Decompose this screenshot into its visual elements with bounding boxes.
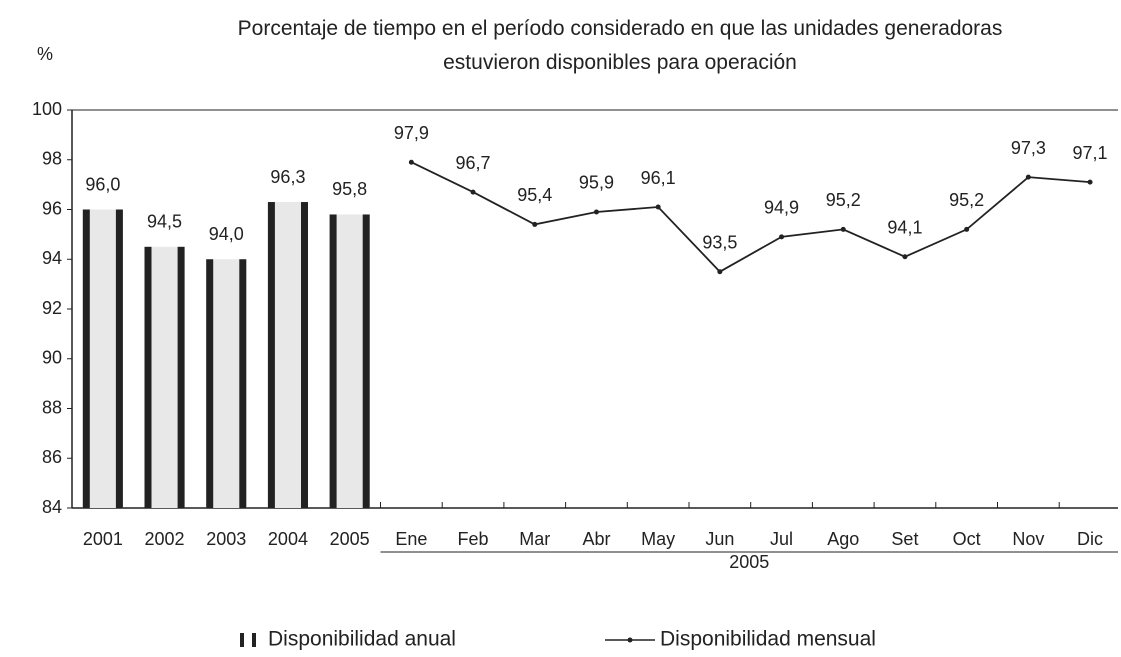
y-tick-label: 100 xyxy=(32,99,62,119)
point xyxy=(964,226,970,232)
x-tick-label: Nov xyxy=(1012,529,1044,549)
bar-edge xyxy=(144,246,152,508)
point xyxy=(1087,179,1093,185)
x-tick-label: Mar xyxy=(519,529,550,549)
value-label: 94,1 xyxy=(887,218,922,238)
x-tick-label: Feb xyxy=(458,529,489,549)
bar-edge xyxy=(82,209,90,508)
point xyxy=(840,226,846,232)
x-axis-label: 2005 xyxy=(729,552,769,572)
bar-edge xyxy=(362,214,370,508)
value-label: 95,2 xyxy=(949,190,984,210)
point xyxy=(532,221,538,227)
value-label: 96,1 xyxy=(641,168,676,188)
point xyxy=(655,204,661,210)
point xyxy=(717,269,723,275)
point xyxy=(593,209,599,215)
bar-edge xyxy=(239,259,247,508)
value-label: 95,4 xyxy=(517,185,552,205)
bar-edge xyxy=(115,209,123,508)
line xyxy=(410,161,1091,273)
legend-label: Disponibilidad anual xyxy=(268,628,456,651)
y-tick-label: 86 xyxy=(42,447,62,467)
chart-title: Porcentaje de tiempo en el período consi… xyxy=(237,17,1003,74)
value-label: 97,3 xyxy=(1011,138,1046,158)
x-tick-label: Jun xyxy=(705,529,734,549)
x-tick-label: 2005 xyxy=(330,529,370,549)
value-label: 97,1 xyxy=(1073,143,1108,163)
value-label: 95,9 xyxy=(579,173,614,193)
point xyxy=(779,234,785,240)
value-label: 93,5 xyxy=(702,232,737,252)
x-tick-label: Jul xyxy=(770,529,793,549)
value-label: 97,9 xyxy=(394,123,429,143)
value-label: 96,7 xyxy=(456,153,491,173)
x-tick-label: Set xyxy=(891,529,918,549)
point xyxy=(408,159,414,165)
x-tick-label: 2002 xyxy=(145,529,185,549)
bar-edge xyxy=(177,246,185,508)
value-label: 96,3 xyxy=(270,167,305,187)
x-tick-label: Abr xyxy=(582,529,610,549)
bar-edge xyxy=(206,259,214,508)
point xyxy=(902,254,908,260)
bar-edge xyxy=(267,202,275,508)
y-tick-label: 90 xyxy=(42,348,62,368)
x-tick-label: 2003 xyxy=(206,529,246,549)
x-tick-label: Oct xyxy=(953,529,981,549)
y-axis-label: % xyxy=(37,44,53,64)
x-tick-label: May xyxy=(641,529,675,549)
legend-label: Disponibilidad mensual xyxy=(660,628,876,651)
point xyxy=(1025,174,1031,180)
value-label: 94,5 xyxy=(147,212,182,232)
x-tick-label: 2004 xyxy=(268,529,308,549)
value-label: 95,8 xyxy=(332,179,367,199)
bar-edge xyxy=(329,214,337,508)
x-tick-label: Dic xyxy=(1077,529,1103,549)
legend-point xyxy=(627,637,633,643)
y-tick-label: 88 xyxy=(42,397,62,417)
legend-swatch xyxy=(252,633,256,647)
bar-edge xyxy=(301,202,309,508)
legend-swatch xyxy=(240,633,244,647)
x-tick-label: Ene xyxy=(395,529,427,549)
y-tick-label: 92 xyxy=(42,298,62,318)
x-tick-label: Ago xyxy=(827,529,859,549)
y-tick-label: 98 xyxy=(42,149,62,169)
value-label: 94,0 xyxy=(209,224,244,244)
y-tick-label: 84 xyxy=(42,497,62,517)
value-label: 95,2 xyxy=(826,190,861,210)
x-tick-label: 2001 xyxy=(83,529,123,549)
y-tick-label: 96 xyxy=(42,198,62,218)
value-label: 96,0 xyxy=(85,174,120,194)
point xyxy=(470,189,476,195)
value-label: 94,9 xyxy=(764,198,799,218)
y-tick-label: 94 xyxy=(42,248,62,268)
